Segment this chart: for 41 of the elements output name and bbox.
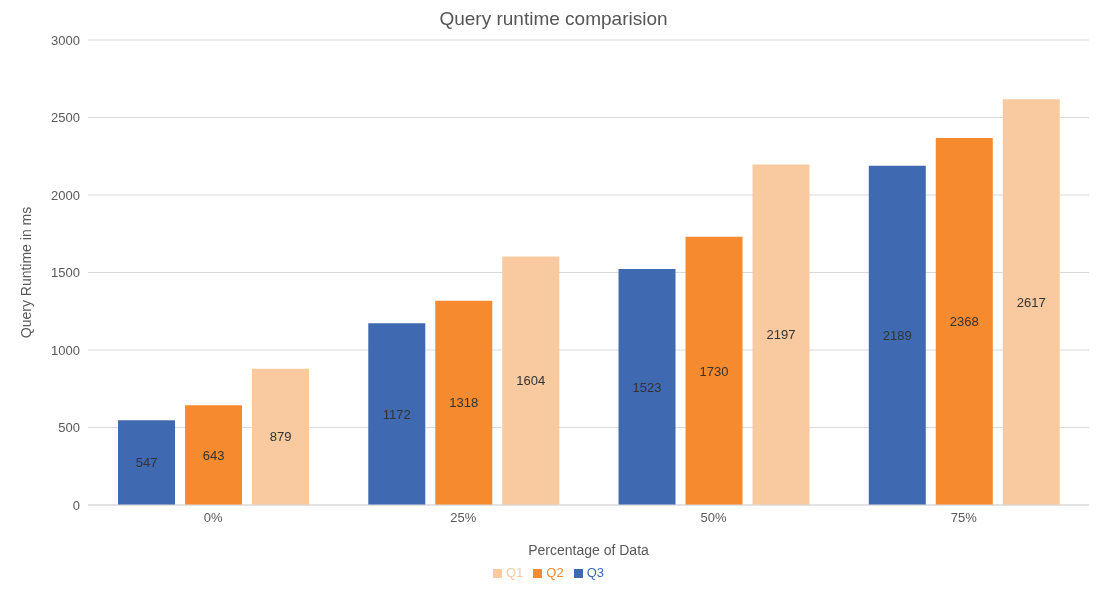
data-label: 547 xyxy=(135,455,158,471)
bar xyxy=(185,405,243,505)
data-label: 1523 xyxy=(632,379,662,395)
bar xyxy=(685,236,743,505)
bar xyxy=(252,368,310,505)
bar xyxy=(752,164,810,505)
data-label: 1172 xyxy=(382,406,411,422)
chart-title: Query runtime comparision xyxy=(438,8,669,30)
y-tick-label: 0 xyxy=(72,497,80,513)
bar xyxy=(118,420,176,505)
data-label: 643 xyxy=(202,447,225,463)
bar xyxy=(935,137,993,505)
legend-label: Q3 xyxy=(586,565,605,580)
x-axis-title: Percentage of Data xyxy=(528,542,650,558)
data-label: 1604 xyxy=(516,373,546,389)
bar xyxy=(618,268,676,505)
y-tick-label: 3000 xyxy=(51,32,80,48)
legend-label: Q2 xyxy=(546,565,564,580)
x-tick-label: 50% xyxy=(700,510,728,526)
bar xyxy=(1002,99,1060,505)
data-label: 1730 xyxy=(699,363,729,379)
y-tick-label: 1000 xyxy=(51,342,80,358)
x-tick-label: 75% xyxy=(950,510,978,526)
x-tick-label: 0% xyxy=(203,510,223,526)
y-tick-label: 2000 xyxy=(51,187,80,203)
y-tick-label: 2500 xyxy=(51,110,80,126)
y-axis-title: Query Runtime in ms xyxy=(17,206,34,339)
data-label: 1318 xyxy=(449,395,479,411)
data-label: 2189 xyxy=(882,327,912,343)
bar xyxy=(435,300,493,505)
x-tick-label: 25% xyxy=(450,510,477,526)
y-tick-label: 1500 xyxy=(51,265,80,281)
bar xyxy=(368,323,426,505)
legend-label: Q1 xyxy=(505,565,524,580)
bar xyxy=(868,165,926,505)
bar xyxy=(502,256,560,505)
data-label: 2197 xyxy=(766,327,796,343)
data-label: 2617 xyxy=(1016,294,1046,310)
data-label: 879 xyxy=(269,429,292,445)
data-label: 2368 xyxy=(949,314,979,330)
y-tick-label: 500 xyxy=(58,420,80,436)
